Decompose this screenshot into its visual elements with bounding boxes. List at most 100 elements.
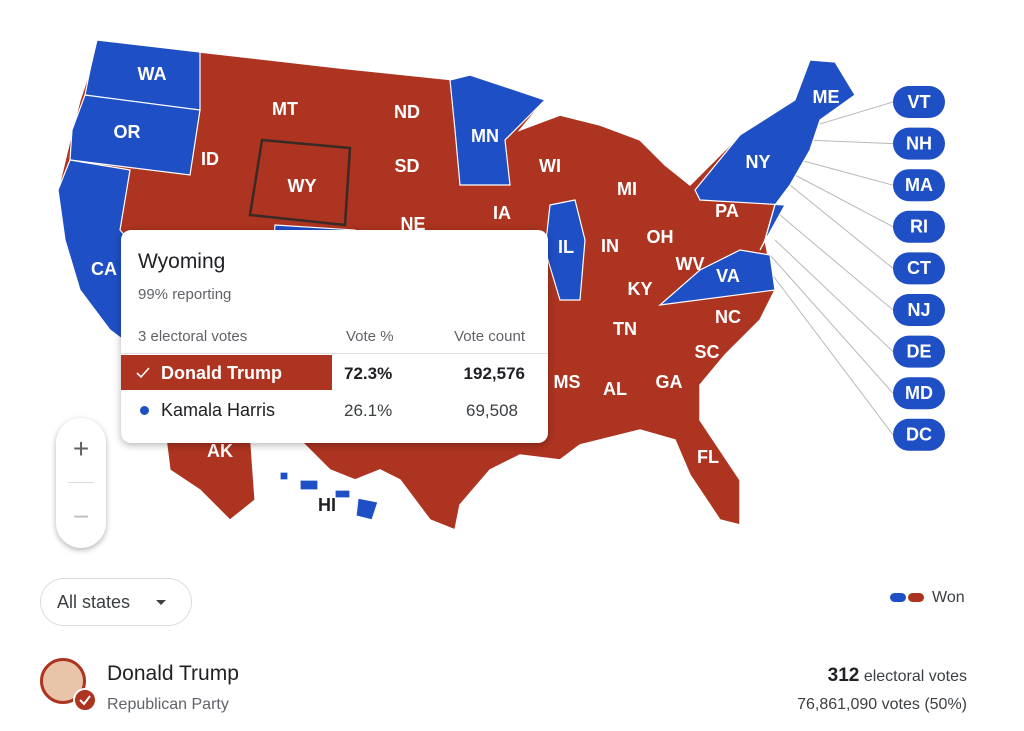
state-label: TN [613,319,637,339]
state-label: NY [745,152,770,172]
filter-label: All states [57,592,131,612]
callout-pill [893,377,945,410]
divider [121,353,548,354]
legend-swatch [890,593,906,602]
callout-pill [893,127,945,160]
callout-pill [893,335,945,368]
state-shape [334,489,351,499]
state-label: MT [272,99,298,119]
state-label: GA [656,372,683,392]
zoom-control: + − [56,418,106,548]
tooltip: Wyoming 99% reporting 3 electoral votes … [121,230,548,443]
electoral-votes: 3 electoral votes [138,328,248,345]
state-label: NE [400,214,425,234]
check-icon [79,695,91,706]
vote-count: 69,508 [466,401,518,420]
state-label: WV [676,254,705,274]
state-label: PA [715,201,739,221]
callout-label: MD [905,383,933,403]
state-label: ME [813,87,840,107]
electoral-label: electoral votes [863,668,967,685]
callout-line [769,254,894,394]
zoom-out[interactable]: − [72,501,90,532]
dropdown-arrow [156,600,166,605]
state-label: AL [603,379,627,399]
callout-line [789,184,894,269]
selected-state [248,138,352,227]
state-shape [69,94,201,176]
state-label: IA [493,203,511,223]
state-label: MS [554,372,581,392]
vote-percent: 72.3% [344,364,393,383]
callout-pill [893,252,945,285]
callout-pill [893,86,945,118]
column-header: Vote count [454,328,525,345]
electoral-summary: 312 electoral votes [828,665,967,687]
state-shape [355,497,379,521]
state-label: ND [394,102,420,122]
state-label: IN [601,236,619,256]
state-label: WI [539,156,561,176]
winner-highlight [121,355,332,390]
state-label: MI [617,179,637,199]
callout-label: VT [907,92,930,112]
state-shape [658,249,776,306]
state-label: SD [394,156,419,176]
legend-swatch [908,593,924,602]
callout-label: RI [910,217,928,237]
callout-pill [893,294,945,326]
callout-label: DE [906,341,931,361]
legend-label: Won [932,589,965,606]
state-shape [279,471,289,481]
tooltip-title: Wyoming [138,250,226,273]
state-label: ID [201,149,219,169]
winner-badge [73,688,97,712]
state-shape [299,479,319,491]
state-label: WY [288,176,317,196]
callout-label: MA [905,175,933,195]
column-header: Vote % [346,328,394,345]
candidate-name: Donald Trump [161,363,282,383]
zoom-in[interactable]: + [72,433,90,464]
candidate-name: Donald Trump [107,662,239,685]
electoral-count: 312 [827,665,860,686]
state-label: FL [697,447,719,467]
callout-pill [893,210,945,243]
check-icon [136,367,150,379]
state-shape [694,59,856,251]
state-label: IL [558,237,574,257]
callout-lines [764,101,894,436]
candidate-name: Kamala Harris [161,400,276,420]
callout-line [764,264,894,436]
callout-pill [893,418,945,451]
state-label: AK [207,441,233,461]
state-label: CA [91,259,117,279]
callout-line [794,174,894,228]
reporting: 99% reporting [138,286,232,303]
candidate-dot [140,406,149,415]
state-shape [449,74,547,186]
callout-label: CT [907,258,931,278]
state-label: OR [114,122,141,142]
candidate-party: Republican Party [107,696,229,713]
vote-percent: 26.1% [344,401,393,420]
state-label: WA [138,64,167,84]
callout-pill [893,169,945,202]
callout-label: NJ [907,300,930,320]
state-label: HI [318,495,336,515]
divider [68,482,94,483]
state-label: VA [716,266,740,286]
state-label: SC [694,342,719,362]
callout-line [799,159,894,186]
popular-votes: 76,861,090 votes (50%) [797,696,967,713]
state-label: MN [471,126,499,146]
callout-line [779,214,894,311]
state-label: KY [627,279,652,299]
state-label: NC [715,307,741,327]
callout-label: DC [906,425,932,445]
callout-line [774,239,894,352]
state-filter[interactable]: All states [40,578,192,626]
vote-count: 192,576 [463,364,525,383]
state-label: OH [647,227,674,247]
